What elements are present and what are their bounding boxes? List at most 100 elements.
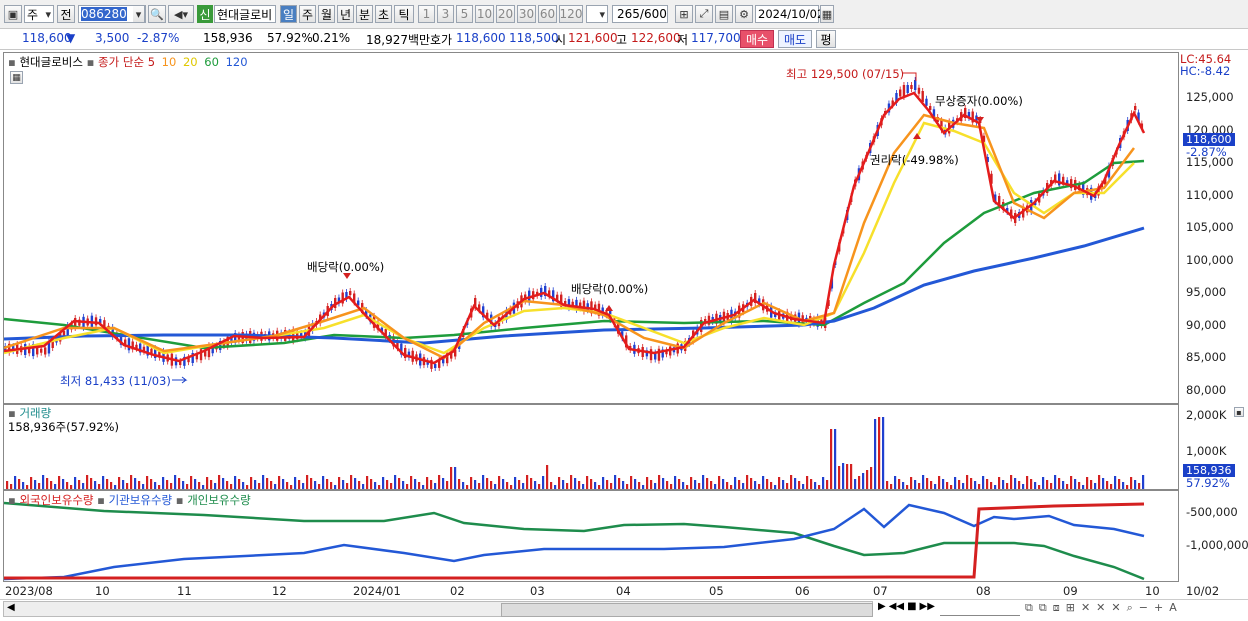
volume-bar xyxy=(58,476,61,489)
save-icon[interactable]: ▤ xyxy=(715,5,733,23)
volume-bar xyxy=(342,480,345,489)
play-icon[interactable]: ▶ xyxy=(878,601,886,612)
period-month[interactable]: 월 xyxy=(318,5,335,23)
volume-bar xyxy=(378,485,381,489)
volume-bar xyxy=(170,483,173,489)
rewind-icon[interactable]: ◀◀ xyxy=(888,601,905,612)
minute-60[interactable]: 60 xyxy=(538,5,557,23)
ma20-line xyxy=(4,121,1135,355)
period-year[interactable]: 년 xyxy=(337,5,354,23)
volume-bar xyxy=(906,485,909,489)
sell-button[interactable]: 매도 xyxy=(778,30,812,48)
type-select-value: 주 xyxy=(27,7,39,22)
ma5-line xyxy=(4,91,1146,365)
zoom-search-icon[interactable]: ⌕ xyxy=(1126,601,1133,614)
volume-bar xyxy=(690,477,693,489)
volume-bar xyxy=(1030,479,1033,489)
x-axis-label: 08 xyxy=(976,584,991,598)
layout-icon[interactable]: ⧉ xyxy=(1038,601,1047,614)
price-chart xyxy=(4,72,1146,384)
volume-bar xyxy=(178,478,181,489)
minute-3[interactable]: 3 xyxy=(437,5,454,23)
stock-code-value: 086280 xyxy=(81,7,127,21)
period-tick[interactable]: 틱 xyxy=(394,5,414,23)
volume-bar xyxy=(682,482,685,489)
price-tick: 80,000 xyxy=(1186,383,1227,397)
minute-30[interactable]: 30 xyxy=(517,5,536,23)
volume-bar xyxy=(130,475,133,489)
speaker-icon[interactable]: ◀▾ xyxy=(168,5,194,23)
volume-bar xyxy=(262,475,265,489)
plus-icon[interactable]: + xyxy=(1153,601,1164,614)
date-input[interactable]: 2024/10/02 xyxy=(755,5,824,23)
split-icon[interactable]: ⧈ xyxy=(1052,601,1060,614)
volume-bar xyxy=(698,483,701,489)
scroll-thumb[interactable] xyxy=(501,603,873,617)
volume-bar xyxy=(890,484,893,489)
search-icon[interactable]: 🔍 xyxy=(148,5,166,23)
minute-10[interactable]: 10 xyxy=(475,5,494,23)
volume-bar xyxy=(486,478,489,489)
type-select[interactable]: 주 ▾ xyxy=(24,5,54,23)
volume-bar xyxy=(362,484,365,489)
scroll-left-icon[interactable]: ◀ xyxy=(7,602,15,613)
stock-name-field[interactable]: 현대글로비 xyxy=(214,5,276,23)
zoom-icon[interactable]: ⊞ xyxy=(675,5,693,23)
volume-bar xyxy=(694,480,697,489)
volume-bar xyxy=(242,482,245,489)
cross-icon[interactable]: ✕ xyxy=(1080,601,1091,614)
buy-button[interactable]: 매수 xyxy=(740,30,774,48)
minute-5[interactable]: 5 xyxy=(456,5,473,23)
trade-amount: 18,927백만 xyxy=(366,33,431,47)
code-dropdown-icon[interactable]: ▾ xyxy=(133,5,145,23)
x-axis-label: 06 xyxy=(795,584,810,598)
volume-bar xyxy=(734,477,737,489)
minus-icon[interactable]: − xyxy=(1138,601,1148,614)
volume-bar xyxy=(858,476,861,489)
volume-bar xyxy=(522,483,525,489)
forward-icon[interactable]: ▶▶ xyxy=(919,601,935,612)
font-size-icon[interactable]: A xyxy=(1169,601,1177,614)
minute-120[interactable]: 120 xyxy=(559,5,583,23)
main-toolbar: ▣ 주 ▾ 전 086280 ▾ 🔍 ◀▾ 신 현대글로비 일 주 월 년 분 초… xyxy=(0,0,1248,29)
calendar-icon[interactable]: ▦ xyxy=(820,5,834,23)
volume-bar xyxy=(1050,483,1053,489)
stop-icon[interactable]: ■ xyxy=(907,601,917,612)
volume-bar xyxy=(990,482,993,489)
volume-bar xyxy=(1046,480,1049,489)
period-second[interactable]: 초 xyxy=(375,5,392,23)
period-minute[interactable]: 분 xyxy=(356,5,373,23)
copy-icon[interactable]: ⧉ xyxy=(1025,601,1033,614)
gear-icon[interactable]: ⚙ xyxy=(735,5,753,23)
prev-button[interactable]: 전 xyxy=(57,5,75,23)
minute-custom-select[interactable]: ▾ xyxy=(586,5,608,23)
lc-label: LC:45.64 xyxy=(1180,52,1232,66)
cross-icon[interactable]: ✕ xyxy=(1096,601,1106,614)
calculator-icon[interactable]: ▦ xyxy=(10,71,23,84)
volume-bar xyxy=(1010,475,1013,489)
minute-20[interactable]: 20 xyxy=(496,5,515,23)
panel-close-icon[interactable]: ▪ xyxy=(1234,407,1244,417)
holdings-panel[interactable]: ▪ 외국인보유수량 ▪ 기관보유수량 ▪ 개인보유수량 xyxy=(3,490,1179,582)
zoom-slider[interactable] xyxy=(940,603,1020,616)
avg-button[interactable]: 평 xyxy=(816,30,836,48)
grid-icon[interactable]: ⊞ xyxy=(1065,601,1075,614)
volume-bar xyxy=(874,419,877,489)
volume-bar xyxy=(238,479,241,489)
volume-bar xyxy=(410,476,413,489)
crosshair-icon[interactable]: ⤢ xyxy=(695,5,713,23)
cross-icon[interactable]: ✕ xyxy=(1111,601,1121,614)
stock-code-input[interactable]: 086280 xyxy=(78,5,146,23)
count-input[interactable]: 265/600 xyxy=(612,5,668,23)
volume-bar xyxy=(1006,483,1009,489)
window-menu-icon[interactable]: ▣ xyxy=(4,5,22,23)
volume-panel[interactable]: ▪ 거래량 158,936주(57.92%) ▪ xyxy=(3,404,1244,490)
price-tick: 100,000 xyxy=(1186,253,1234,267)
period-day[interactable]: 일 xyxy=(280,5,297,23)
period-week[interactable]: 주 xyxy=(299,5,316,23)
volume-bar xyxy=(562,480,565,489)
price-panel[interactable]: ▪ 현대글로비스 ▪ 종가 단순 5 10 20 60 120 ▦ 최고 129… xyxy=(3,52,1179,404)
volume-bar xyxy=(822,477,825,489)
horizontal-scrollbar[interactable]: ◀ xyxy=(3,601,873,617)
minute-1[interactable]: 1 xyxy=(418,5,435,23)
